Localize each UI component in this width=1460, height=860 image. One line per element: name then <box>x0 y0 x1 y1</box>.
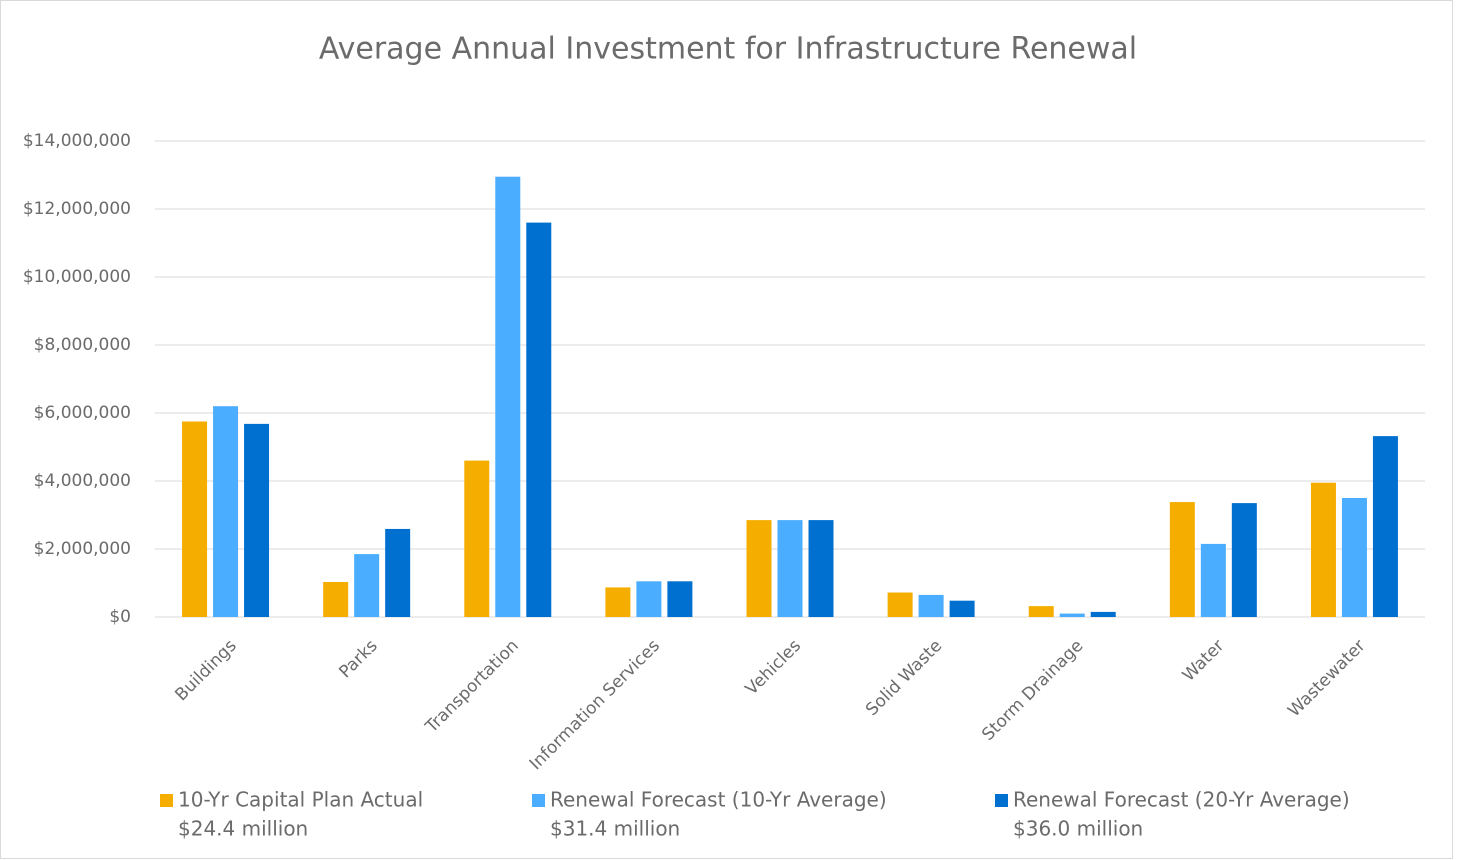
legend-swatch <box>995 794 1008 807</box>
bar <box>636 581 662 617</box>
bar <box>323 581 349 617</box>
bar <box>1200 543 1226 617</box>
bar <box>526 222 552 617</box>
bar <box>667 581 693 617</box>
bar <box>746 520 772 617</box>
bar <box>385 528 411 617</box>
y-tick-label: $0 <box>109 607 131 627</box>
y-tick-label: $14,000,000 <box>23 131 131 151</box>
y-tick-label: $6,000,000 <box>34 403 131 423</box>
legend-note: $31.4 million <box>550 817 680 841</box>
bar <box>1059 613 1085 617</box>
bar <box>1028 606 1054 617</box>
bar <box>605 587 631 617</box>
legend-swatch <box>160 794 173 807</box>
bar <box>1090 611 1116 617</box>
bar <box>464 460 490 617</box>
bar <box>182 421 208 617</box>
bar <box>1169 502 1195 617</box>
chart-title: Average Annual Investment for Infrastruc… <box>319 32 1137 67</box>
bar <box>887 592 913 617</box>
y-tick-label: $12,000,000 <box>23 199 131 219</box>
bar <box>244 423 270 617</box>
bar <box>918 594 944 617</box>
legend-note: $36.0 million <box>1013 817 1143 841</box>
bar <box>1341 498 1367 617</box>
y-tick-label: $4,000,000 <box>34 471 131 491</box>
bar <box>1372 436 1398 617</box>
y-tick-label: $10,000,000 <box>23 267 131 287</box>
bar <box>213 406 239 617</box>
bar <box>1310 482 1336 617</box>
y-tick-label: $8,000,000 <box>34 335 131 355</box>
bar <box>777 520 803 617</box>
legend-label: 10-Yr Capital Plan Actual <box>178 788 423 812</box>
legend-label: Renewal Forecast (20-Yr Average) <box>1013 788 1350 812</box>
bar <box>808 520 834 617</box>
y-tick-label: $2,000,000 <box>34 539 131 559</box>
legend-label: Renewal Forecast (10-Yr Average) <box>550 788 887 812</box>
legend-swatch <box>532 794 545 807</box>
bar <box>354 554 380 617</box>
bar <box>495 176 521 617</box>
bar <box>949 600 975 617</box>
legend-note: $24.4 million <box>178 817 308 841</box>
bar <box>1231 503 1257 617</box>
